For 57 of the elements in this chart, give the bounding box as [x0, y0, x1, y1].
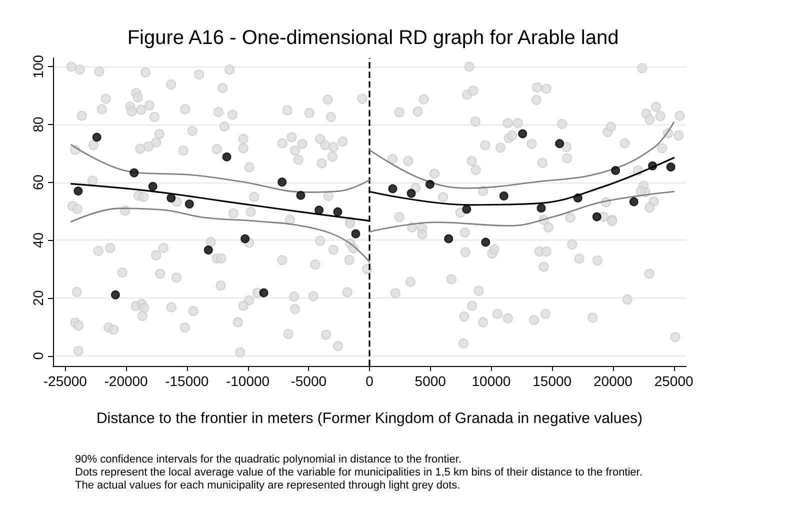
point	[536, 204, 546, 213]
point	[629, 197, 638, 206]
point	[110, 290, 120, 300]
x-tick-label: -25000	[43, 373, 88, 389]
x-tick-label: -15000	[165, 373, 209, 389]
point	[666, 162, 676, 172]
text: Dots represent the local average value of the variable for municipalities in 1,5 km bins of their distance to the frontier.	[75, 466, 642, 478]
point	[462, 204, 472, 214]
point	[130, 168, 139, 178]
x-tick-label: 15000	[532, 373, 572, 389]
x-tick-label: 10000	[472, 373, 511, 389]
point	[499, 191, 508, 200]
point	[148, 182, 158, 191]
x-tick-label: 5000	[414, 373, 446, 389]
text: 90% confidence intervals for the quadratic polynomial in distance to the frontier.	[75, 454, 462, 466]
line-series	[368, 190, 675, 233]
x-tick-label: -5000	[290, 373, 327, 389]
point	[240, 234, 250, 244]
point	[573, 193, 582, 202]
point	[74, 186, 83, 196]
point	[296, 190, 306, 200]
point	[555, 139, 564, 148]
point	[406, 188, 416, 198]
y-tick-label: 40	[30, 232, 46, 248]
point	[92, 132, 102, 142]
line-series	[368, 122, 675, 189]
y-tick-label: 60	[30, 174, 46, 190]
point	[166, 193, 176, 202]
point	[333, 207, 342, 216]
point	[444, 234, 454, 244]
x-tick-label: 20000	[593, 373, 633, 389]
point	[222, 152, 232, 162]
x-tick-label: -20000	[104, 373, 148, 389]
point	[518, 129, 528, 138]
point	[592, 212, 602, 222]
point	[259, 288, 268, 298]
y-tick-label: 80	[30, 116, 46, 132]
point	[648, 161, 658, 170]
x-tick-label: -10000	[226, 373, 270, 389]
point	[278, 178, 287, 187]
point	[204, 246, 213, 255]
chart-title: Figure A16 - One-dimensional RD graph for Arable land	[127, 27, 619, 49]
point	[388, 184, 398, 194]
x-tick-label: 25000	[654, 373, 694, 389]
y-tick-label: 20	[30, 290, 46, 306]
x-axis-title: Distance to the frontier in meters (Former Kingdom of Granada in negative values)	[96, 410, 643, 427]
text: The actual values for each municipality are represented through light grey dots.	[75, 480, 460, 492]
point	[481, 238, 490, 247]
point	[425, 180, 434, 189]
point	[314, 206, 324, 215]
x-tick-label: 0	[366, 373, 374, 389]
point	[184, 200, 194, 209]
y-tick-label: 0	[30, 352, 46, 360]
y-tick-label: 100	[30, 54, 46, 78]
point	[351, 229, 360, 238]
line-series	[70, 144, 370, 193]
point	[611, 166, 620, 175]
